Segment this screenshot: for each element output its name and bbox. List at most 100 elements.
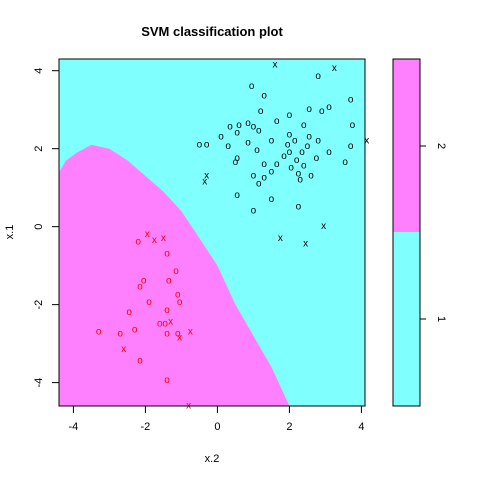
data-point-class-2: o xyxy=(132,324,138,335)
data-point-class-1: o xyxy=(261,172,267,183)
legend-class-1-swatch xyxy=(393,232,420,406)
data-point-class-1: o xyxy=(296,202,302,213)
data-point-class-1: o xyxy=(245,118,251,129)
support-vector-point-class-2: x xyxy=(152,235,157,246)
support-vector-point-class-2: x xyxy=(145,229,150,240)
x-axis-label: x.2 xyxy=(205,453,220,465)
support-vector-point-class-2: x xyxy=(168,317,173,328)
x-tick-label: -2 xyxy=(141,421,151,433)
data-point-class-1: o xyxy=(308,170,314,181)
data-point-class-1: o xyxy=(315,135,321,146)
data-point-class-1: o xyxy=(281,151,287,162)
data-point-class-1: o xyxy=(288,163,294,174)
data-point-class-1: o xyxy=(251,170,257,181)
support-vector-point-class-1: x xyxy=(278,233,283,244)
data-point-class-1: o xyxy=(256,126,262,137)
y-tick-label: 0 xyxy=(33,224,45,230)
data-point-class-1: o xyxy=(269,167,275,178)
data-point-class-1: o xyxy=(245,137,251,148)
x-tick-label: 4 xyxy=(358,421,364,433)
data-point-class-1: o xyxy=(287,147,293,158)
data-point-class-2: o xyxy=(141,276,147,287)
data-point-class-1: o xyxy=(299,147,305,158)
y-tick-label: -2 xyxy=(33,300,45,310)
support-vector-point-class-1: x xyxy=(204,170,209,181)
support-vector-point-class-2: x xyxy=(188,326,193,337)
legend-label-1: 1 xyxy=(435,316,447,322)
data-point-class-1: o xyxy=(251,206,257,217)
data-point-class-1: o xyxy=(227,122,233,133)
data-point-class-1: o xyxy=(256,178,262,189)
data-point-class-1: o xyxy=(261,91,267,102)
data-point-class-1: o xyxy=(287,110,293,121)
data-point-class-1: o xyxy=(348,94,354,105)
data-point-class-1: o xyxy=(296,169,302,180)
data-point-class-2: o xyxy=(146,297,152,308)
data-point-class-2: o xyxy=(166,276,172,287)
data-point-class-2: o xyxy=(175,328,181,339)
data-point-class-1: o xyxy=(292,135,298,146)
legend-label-2: 2 xyxy=(435,143,447,149)
y-tick-label: -4 xyxy=(33,378,45,388)
x-tick-label: 0 xyxy=(214,421,220,433)
data-point-class-2: o xyxy=(96,326,102,337)
support-vector-point-class-1: x xyxy=(332,63,337,74)
data-point-class-2: o xyxy=(164,328,170,339)
data-point-class-1: o xyxy=(234,190,240,201)
color-legend: 1 2 xyxy=(392,58,447,407)
data-point-class-1: o xyxy=(297,174,303,185)
data-point-class-1: o xyxy=(285,139,291,150)
data-point-class-1: o xyxy=(294,155,300,166)
support-vector-point-class-1: x xyxy=(364,135,369,146)
data-point-class-1: o xyxy=(342,157,348,168)
data-point-class-1: o xyxy=(269,135,275,146)
data-point-class-1: o xyxy=(274,159,280,170)
data-point-class-1: o xyxy=(301,120,307,131)
chart-title: SVM classification plot xyxy=(141,24,283,39)
data-point-class-1: o xyxy=(234,128,240,139)
x-tick-label: 2 xyxy=(286,421,292,433)
data-point-class-1: o xyxy=(233,157,239,168)
data-point-class-1: o xyxy=(249,81,255,92)
data-point-class-1: o xyxy=(350,120,356,131)
data-point-class-1: o xyxy=(261,159,267,170)
data-point-class-1: o xyxy=(326,102,332,113)
legend-class-2-swatch xyxy=(393,59,420,232)
data-point-class-1: o xyxy=(306,104,312,115)
data-point-class-1: o xyxy=(306,131,312,142)
data-point-class-1: o xyxy=(326,147,332,158)
data-point-class-1: o xyxy=(315,71,321,82)
legend-frame xyxy=(392,58,421,407)
data-point-class-2: o xyxy=(164,248,170,259)
support-vector-point-class-1: x xyxy=(273,59,278,70)
data-point-class-1: o xyxy=(314,153,320,164)
data-point-class-1: o xyxy=(287,130,293,141)
data-point-class-1: o xyxy=(234,153,240,164)
y-tick-label: 4 xyxy=(33,68,45,74)
x-tick-label: -4 xyxy=(69,421,79,433)
support-vector-point-class-1: x xyxy=(202,176,207,187)
data-point-class-2: o xyxy=(117,328,123,339)
data-point-class-1: o xyxy=(236,120,242,131)
support-vector-point-class-2: x xyxy=(121,344,126,355)
data-point-class-1: o xyxy=(251,122,257,133)
data-point-class-2: o xyxy=(164,305,170,316)
support-vector-point-class-1: x xyxy=(321,221,326,232)
data-point-class-1: o xyxy=(319,106,325,117)
data-point-class-2: o xyxy=(164,375,170,386)
data-point-class-2: o xyxy=(173,266,179,277)
x-axis: -4 -2 0 2 4 xyxy=(69,405,364,433)
data-point-class-2: o xyxy=(137,282,143,293)
y-axis: -4 -2 0 2 4 xyxy=(33,68,60,388)
data-point-class-2: o xyxy=(157,319,163,330)
data-point-class-2: o xyxy=(126,307,132,318)
support-vector-point-class-1: x xyxy=(303,239,308,250)
y-axis-label: x.1 xyxy=(4,225,16,240)
data-point-class-2: o xyxy=(177,297,183,308)
data-point-class-2: o xyxy=(175,289,181,300)
data-point-class-1: o xyxy=(197,139,203,150)
data-point-class-1: o xyxy=(269,194,275,205)
data-point-class-1: o xyxy=(274,116,280,127)
